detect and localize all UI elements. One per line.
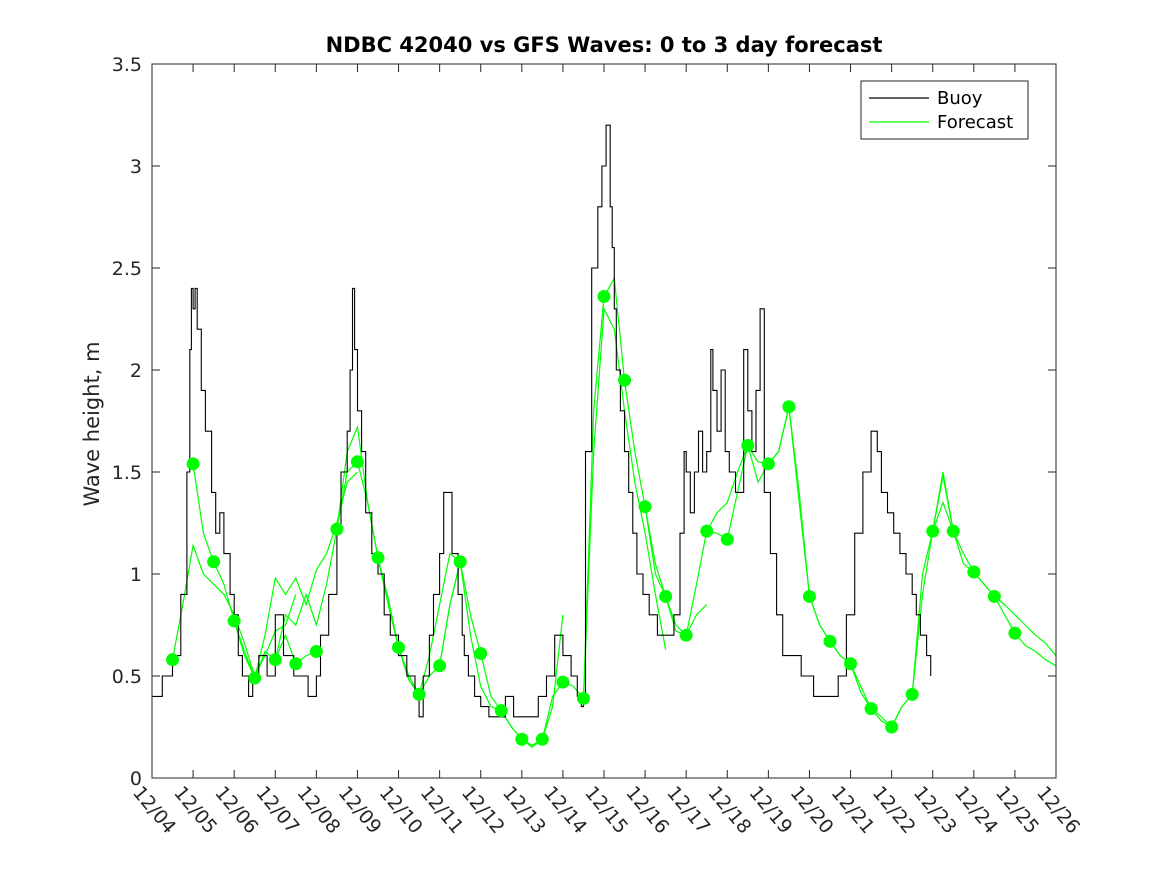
y-tick-label: 0.5 <box>112 666 142 688</box>
x-tick-label: 12/11 <box>416 782 468 838</box>
x-tick-label: 12/10 <box>375 782 427 838</box>
legend-label-1: Forecast <box>937 112 1013 133</box>
forecast-marker <box>700 524 714 538</box>
forecast-line-7 <box>521 306 667 749</box>
forecast-line-1 <box>192 463 317 680</box>
axes: 00.511.522.533.512/0412/0512/0612/0712/0… <box>112 54 1084 838</box>
y-axis-label: Wave height, m <box>80 341 104 506</box>
forecast-line-9 <box>644 443 769 637</box>
x-tick-label: 12/19 <box>745 782 797 838</box>
forecast-marker <box>350 455 364 469</box>
y-tick-label: 1 <box>130 564 142 586</box>
x-tick-label: 12/12 <box>457 782 509 838</box>
forecast-line-4 <box>336 460 461 696</box>
forecast-marker <box>1008 626 1022 640</box>
forecast-marker <box>885 720 899 734</box>
forecast-marker <box>494 704 508 718</box>
x-tick-label: 12/18 <box>703 782 755 838</box>
forecast-marker <box>330 522 344 536</box>
forecast-marker <box>618 373 632 387</box>
x-tick-label: 12/08 <box>293 782 345 838</box>
forecast-marker <box>474 647 488 661</box>
forecast-marker <box>371 551 385 565</box>
buoy-line <box>152 124 932 718</box>
legend-box <box>860 80 1029 140</box>
x-tick-label: 12/09 <box>334 782 386 838</box>
forecast-marker <box>864 702 878 716</box>
forecast-marker <box>556 675 570 689</box>
forecast-marker <box>761 457 775 471</box>
x-tick-label: 12/24 <box>950 782 1002 838</box>
forecast-line-12 <box>829 471 954 728</box>
forecast-marker <box>720 532 734 546</box>
forecast-marker <box>309 645 323 659</box>
chart-title: NDBC 42040 vs GFS Waves: 0 to 3 day fore… <box>326 33 883 57</box>
forecast-marker <box>946 524 960 538</box>
axes-box <box>151 63 1057 779</box>
x-tick-label: 12/15 <box>580 782 632 838</box>
forecast-marker <box>268 653 282 667</box>
forecast-marker <box>248 671 262 685</box>
legend: Buoy Forecast <box>860 80 1029 140</box>
forecast-marker <box>638 500 652 514</box>
y-tick-label: 3 <box>130 156 142 178</box>
y-tick-label: 2 <box>130 360 142 382</box>
forecast-marker <box>433 659 447 673</box>
x-tick-label: 12/17 <box>662 782 714 838</box>
forecast-marker <box>207 555 221 569</box>
x-tick-label: 12/13 <box>498 782 550 838</box>
x-tick-label: 12/06 <box>210 782 262 838</box>
forecast-marker <box>679 628 693 642</box>
forecast-marker <box>453 555 467 569</box>
legend-label-0: Buoy <box>937 88 983 109</box>
x-tick-label: 12/21 <box>827 782 879 838</box>
x-tick-label: 12/04 <box>128 782 180 838</box>
forecast-marker <box>905 687 919 701</box>
y-tick-label: 3.5 <box>112 54 142 76</box>
y-tick-label: 0 <box>130 768 142 790</box>
y-tick-label: 1.5 <box>112 462 142 484</box>
forecast-marker <box>823 634 837 648</box>
forecast-marker <box>597 290 611 304</box>
x-tick-label: 12/05 <box>169 782 221 838</box>
x-tick-label: 12/23 <box>909 782 961 838</box>
forecast-marker <box>987 589 1001 603</box>
forecast-marker <box>844 657 858 671</box>
forecast-marker <box>576 691 590 705</box>
y-tick-label: 2.5 <box>112 258 142 280</box>
forecast-marker <box>802 589 816 603</box>
forecast-marker <box>392 640 406 654</box>
x-tick-label: 12/16 <box>621 782 673 838</box>
plot-series <box>152 124 1056 749</box>
forecast-marker <box>782 400 796 414</box>
forecast-marker <box>186 457 200 471</box>
x-tick-label: 12/07 <box>251 782 303 838</box>
forecast-marker <box>741 438 755 452</box>
forecast-marker <box>967 565 981 579</box>
forecast-marker <box>535 732 549 746</box>
forecast-line-2 <box>233 471 358 681</box>
x-tick-label: 12/26 <box>1032 782 1084 838</box>
forecast-line-11 <box>767 406 893 728</box>
plot-area <box>152 124 1056 749</box>
x-tick-label: 12/25 <box>991 782 1043 838</box>
x-tick-label: 12/22 <box>868 782 920 838</box>
forecast-marker <box>515 732 529 746</box>
forecast-marker <box>289 657 303 671</box>
forecast-marker <box>659 589 673 603</box>
forecast-marker <box>227 614 241 628</box>
x-tick-label: 12/14 <box>539 782 591 838</box>
forecast-marker <box>166 653 180 667</box>
forecast-marker <box>926 524 940 538</box>
forecast-marker <box>412 687 426 701</box>
x-tick-label: 12/20 <box>786 782 838 838</box>
